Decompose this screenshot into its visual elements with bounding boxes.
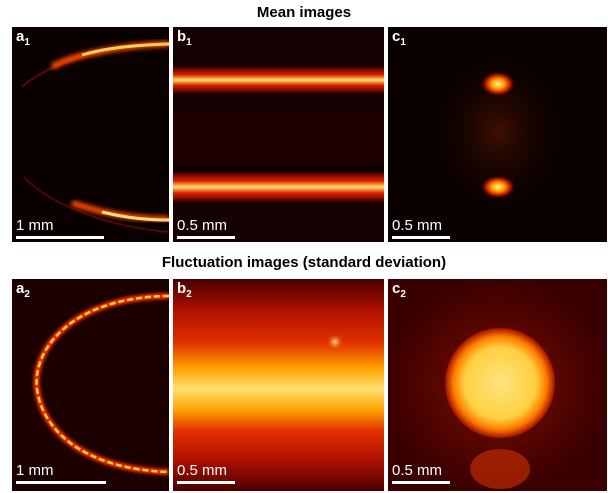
panel-b1-image	[173, 27, 384, 242]
panel-a1-scalebar	[16, 236, 104, 239]
panel-c1-mean-image: c1 0.5 mm	[388, 27, 607, 242]
panel-c2-label: c2	[392, 280, 406, 300]
panel-b2-scalebar-label: 0.5 mm	[177, 462, 228, 479]
panel-a2-scalebar-label: 1 mm	[16, 462, 54, 479]
panel-a2-fluctuation-image: a2 1 mm	[12, 279, 169, 491]
panel-c2-fluctuation-image: c2 0.5 mm	[388, 279, 607, 491]
panel-b2-label: b2	[177, 280, 192, 300]
panel-b1-scalebar-label: 0.5 mm	[177, 217, 228, 234]
panel-b2-scalebar	[177, 481, 235, 484]
panel-a2-scalebar	[16, 481, 106, 484]
panel-c1-image	[428, 47, 568, 217]
panel-c1-label: c1	[392, 28, 406, 48]
panel-a1-mean-image: a1 1 mm	[12, 27, 169, 242]
mean-images-title: Mean images	[256, 4, 352, 21]
panel-b2-fluctuation-image: b2 0.5 mm	[173, 279, 384, 491]
panel-b1-label: b1	[177, 28, 192, 48]
panel-a1-scalebar-label: 1 mm	[16, 217, 54, 234]
panel-b1-mean-image: b1 0.5 mm	[173, 27, 384, 242]
panel-a2-label: a2	[16, 280, 30, 300]
fluctuation-images-title: Fluctuation images (standard deviation)	[161, 254, 447, 271]
panel-b2-image	[173, 279, 384, 491]
panel-a2-image	[12, 279, 169, 491]
panel-c2-scalebar-label: 0.5 mm	[392, 462, 443, 479]
panel-a1-label: a1	[16, 28, 30, 48]
panel-a1-image	[21, 41, 169, 233]
panel-c1-scalebar	[392, 236, 450, 239]
panel-c1-scalebar-label: 0.5 mm	[392, 217, 443, 234]
panel-c2-image	[388, 279, 607, 491]
panel-b1-scalebar	[177, 236, 235, 239]
panel-c2-scalebar	[392, 481, 450, 484]
